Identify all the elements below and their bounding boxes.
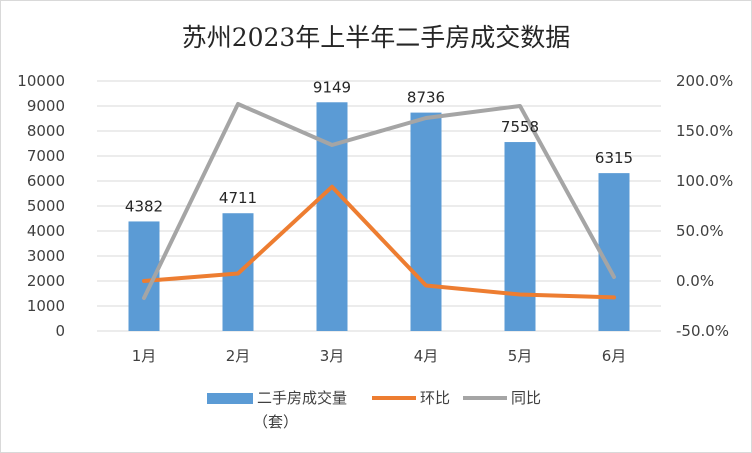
legend-label: 二手房成交量: [257, 389, 347, 407]
x-tick-label: 3月: [320, 347, 345, 365]
legend-label: （套）: [253, 413, 298, 431]
y-left-tick-label: 7000: [27, 147, 65, 165]
label-layer: 4382 4711 9149 8736 7558 6315: [125, 78, 633, 215]
y-right-tick-label: 200.0%: [676, 72, 733, 90]
legend: 二手房成交量 （套） 环比 同比: [207, 389, 541, 431]
bar: [504, 142, 536, 331]
y-left-tick-label: 10000: [17, 72, 65, 90]
y-left-tick-label: 1000: [27, 297, 65, 315]
data-label: 4382: [125, 197, 163, 215]
y-right-tick-label: 150.0%: [676, 122, 733, 140]
series-line-tongbi: [142, 102, 616, 300]
y-right-tick-label: 50.0%: [676, 222, 724, 240]
legend-label: 同比: [511, 389, 541, 407]
x-tick-label: 4月: [414, 347, 439, 365]
x-tick-label: 5月: [508, 347, 533, 365]
data-label: 8736: [407, 89, 445, 107]
data-label: 7558: [501, 118, 539, 136]
x-tick-label: 2月: [226, 347, 251, 365]
bar: [410, 112, 442, 331]
x-tick-label: 1月: [132, 347, 157, 365]
legend-label: 环比: [420, 389, 450, 407]
line-layer: [142, 102, 616, 300]
y-left-tick-label: 5000: [27, 197, 65, 215]
y-left-tick-label: 2000: [27, 272, 65, 290]
y-left-tick-label: 6000: [27, 172, 65, 190]
data-label: 9149: [313, 78, 351, 96]
x-tick-label: 6月: [602, 347, 627, 365]
bar: [598, 173, 630, 331]
data-label: 6315: [595, 149, 633, 167]
y-left-tick-label: 4000: [27, 222, 65, 240]
axis-layer: 0 1000 2000 3000 4000 5000 6000 7000 8000 9000 100…: [17, 72, 733, 365]
data-label: 4711: [219, 189, 257, 207]
y-right-tick-label: 0.0%: [676, 272, 714, 290]
series-line-huanbi: [142, 184, 616, 300]
y-left-tick-label: 9000: [27, 97, 65, 115]
bar: [316, 102, 348, 332]
y-left-tick-label: 8000: [27, 122, 65, 140]
y-right-tick-label: 100.0%: [676, 172, 733, 190]
y-left-tick-label: 3000: [27, 247, 65, 265]
legend-swatch-bar: [207, 393, 253, 404]
chart-title: 苏州2023年上半年二手房成交数据: [182, 23, 571, 52]
y-left-tick-label: 0: [55, 322, 65, 340]
y-right-tick-label: -50.0%: [676, 322, 729, 340]
